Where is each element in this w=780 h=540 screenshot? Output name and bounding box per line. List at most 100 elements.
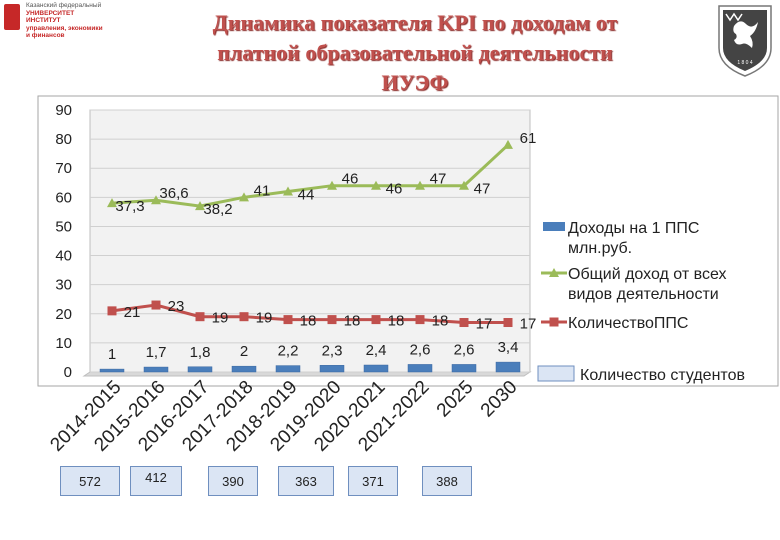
y-tick-label: 60 bbox=[55, 189, 72, 206]
triangle-marker bbox=[327, 180, 337, 190]
y-tick-label: 20 bbox=[55, 306, 72, 323]
title-line: ИУЭФ bbox=[381, 70, 449, 95]
bar bbox=[319, 365, 345, 373]
bar bbox=[231, 365, 257, 373]
pps-data-label: 21 bbox=[124, 304, 141, 321]
total-income-line bbox=[111, 143, 510, 208]
bar bbox=[187, 366, 213, 373]
total-data-label: 46 bbox=[342, 171, 359, 188]
pps-data-label: 18 bbox=[432, 313, 449, 330]
logo-text: Казанский федеральный УНИВЕРСИТЕТ ИНСТИТ… bbox=[26, 2, 103, 40]
y-tick-label: 40 bbox=[55, 248, 72, 265]
pps-data-label: 19 bbox=[256, 310, 273, 327]
line-series bbox=[107, 139, 513, 328]
legend-square-marker bbox=[549, 317, 559, 327]
triangle-marker bbox=[371, 180, 381, 190]
bar-data-label: 2,4 bbox=[366, 342, 387, 359]
y-axis: 0 10 20 30 40 50 60 70 80 90 bbox=[55, 102, 72, 381]
bar-data-label: 2,2 bbox=[278, 343, 299, 360]
logo-line: и финансов bbox=[26, 32, 65, 40]
square-marker bbox=[239, 312, 249, 322]
total-data-label: 61 bbox=[520, 130, 537, 147]
university-logo: Казанский федеральный УНИВЕРСИТЕТ ИНСТИТ… bbox=[4, 2, 129, 42]
logo-line: управления, экономики bbox=[26, 24, 103, 32]
triangle-marker bbox=[459, 180, 469, 190]
pps-data-label: 18 bbox=[300, 313, 317, 330]
square-marker bbox=[415, 315, 425, 325]
bar bbox=[363, 364, 389, 373]
legend: Доходы на 1 ППС млн.руб. Общий доход от вс… bbox=[537, 220, 745, 384]
legend-label: Количество студентов bbox=[580, 367, 745, 384]
pps-data-label: 18 bbox=[388, 313, 405, 330]
pps-data-label: 18 bbox=[344, 313, 361, 330]
bar bbox=[143, 366, 169, 373]
bar bbox=[495, 361, 521, 373]
bar-data-label: 3,4 bbox=[498, 339, 519, 356]
y-tick-label: 30 bbox=[55, 277, 72, 294]
logo-line: Казанский федеральный bbox=[26, 2, 102, 9]
total-data-label: 44 bbox=[298, 187, 315, 204]
triangle-marker bbox=[283, 186, 293, 196]
total-data-label: 47 bbox=[474, 181, 491, 198]
shield-year: 1 8 0 4 bbox=[737, 60, 753, 66]
y-tick-label: 70 bbox=[55, 160, 72, 177]
triangle-marker bbox=[239, 192, 249, 202]
square-marker bbox=[327, 315, 337, 325]
logo-line: ИНСТИТУТ bbox=[26, 17, 61, 25]
triangle-marker bbox=[415, 180, 425, 190]
total-data-label: 36,6 bbox=[159, 185, 188, 202]
kfu-emblem-icon bbox=[4, 4, 20, 30]
pps-data-label: 17 bbox=[520, 316, 537, 333]
total-data-label: 37,3 bbox=[115, 198, 144, 215]
square-marker bbox=[195, 312, 205, 322]
y-tick-label: 0 bbox=[64, 364, 72, 381]
triangle-marker bbox=[195, 201, 205, 211]
square-marker bbox=[371, 315, 381, 325]
bar-data-label: 1,7 bbox=[146, 344, 167, 361]
bar-data-label: 2,6 bbox=[454, 341, 475, 358]
students-count-box: 388 bbox=[422, 466, 472, 496]
bar-data-label: 1 bbox=[108, 346, 116, 363]
bar-data-label: 2,3 bbox=[322, 342, 343, 359]
legend-students-swatch bbox=[537, 365, 575, 382]
square-marker bbox=[151, 300, 161, 310]
y-tick-label: 80 bbox=[55, 131, 72, 148]
total-data-label: 46 bbox=[386, 181, 403, 198]
bar bbox=[451, 364, 477, 373]
pps-count-line bbox=[111, 303, 508, 325]
triangle-marker bbox=[503, 139, 513, 149]
students-count-box: 390 bbox=[208, 466, 258, 496]
square-marker bbox=[459, 318, 469, 328]
total-data-label: 38,2 bbox=[203, 201, 232, 218]
bar-data-label: 1,8 bbox=[190, 344, 211, 361]
legend-label: видов деятельности bbox=[568, 286, 719, 303]
total-data-label: 47 bbox=[430, 171, 447, 188]
students-count-box: 363 bbox=[278, 466, 334, 496]
title-line: платной образовательной деятельности bbox=[217, 40, 613, 65]
bar bbox=[275, 365, 301, 373]
total-data-label: 41 bbox=[254, 182, 271, 199]
y-tick-label: 10 bbox=[55, 335, 72, 352]
pps-data-label: 23 bbox=[168, 298, 185, 315]
plot-wall bbox=[89, 109, 531, 373]
plot-area bbox=[82, 109, 532, 377]
triangle-marker bbox=[107, 198, 117, 208]
bar bbox=[407, 364, 433, 373]
shield-emblem-icon: 1 8 0 4 bbox=[718, 5, 772, 77]
bar bbox=[99, 368, 125, 373]
data-labels: 1 1,7 1,8 2 2,2 2,3 2,4 2,6 2,6 3,4 37,3 36,6 38,2 41… bbox=[108, 130, 537, 363]
bar-data-label: 2,6 bbox=[410, 341, 431, 358]
pps-data-label: 19 bbox=[212, 310, 229, 327]
triangle-marker bbox=[151, 195, 161, 205]
bar-series bbox=[99, 361, 521, 373]
bar-data-label: 2 bbox=[240, 343, 248, 360]
students-count-box: 412 bbox=[130, 466, 182, 496]
pps-data-label: 17 bbox=[476, 316, 493, 333]
legend-label: КоличествоППС bbox=[568, 315, 688, 332]
y-tick-label: 50 bbox=[55, 218, 72, 235]
legend-triangle-marker bbox=[549, 268, 559, 277]
y-tick-label: 90 bbox=[55, 102, 72, 119]
legend-bar-swatch bbox=[543, 222, 565, 231]
x-axis: 2014-20152015-20162016-20172017-20182018… bbox=[46, 377, 521, 456]
